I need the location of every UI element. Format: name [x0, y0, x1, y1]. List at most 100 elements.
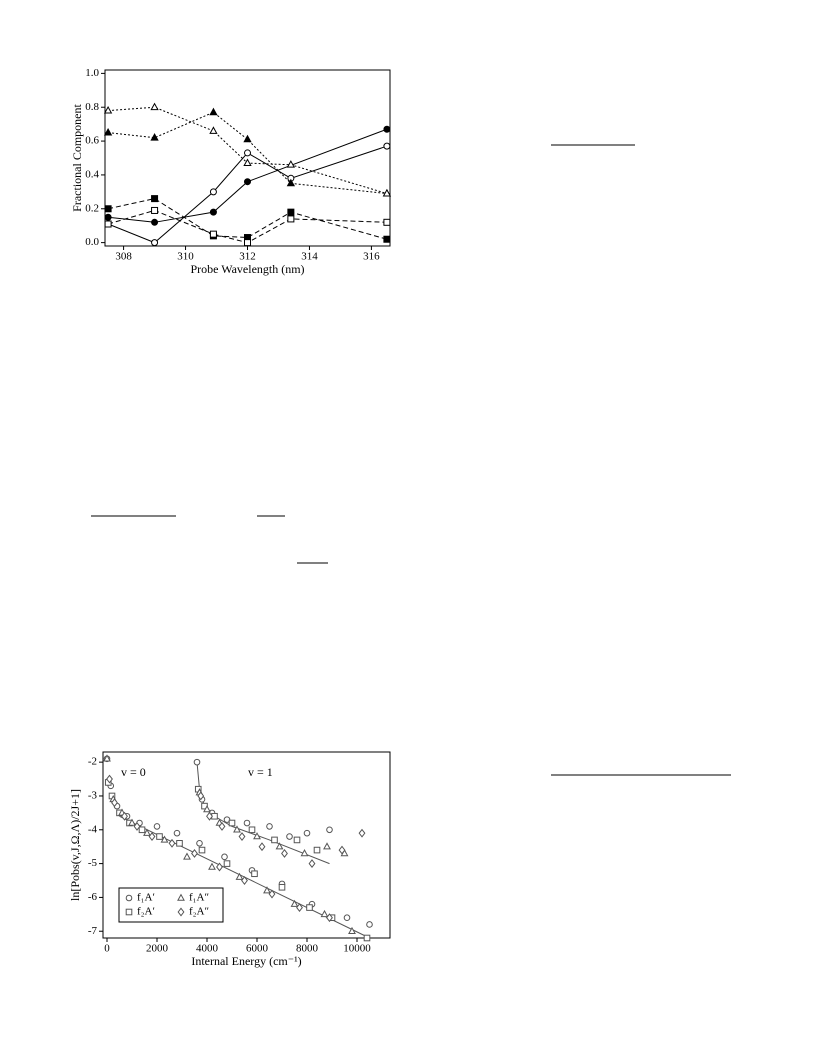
- marker: [243, 819, 251, 827]
- x-tick-label: 10000: [343, 943, 371, 955]
- marker: [103, 105, 113, 114]
- marker: [238, 832, 246, 842]
- marker: [143, 828, 151, 836]
- marker: [176, 840, 183, 847]
- marker: [281, 848, 288, 858]
- marker: [348, 926, 356, 934]
- x-tick-label: 310: [177, 251, 194, 263]
- marker: [103, 754, 111, 762]
- legend-label: f₂A′: [137, 906, 155, 918]
- marker: [198, 846, 206, 854]
- marker: [296, 903, 303, 913]
- y-tick-label: -5: [88, 857, 98, 869]
- legend-label: f₂A″: [189, 906, 209, 918]
- y-axis-label: Fractional Component: [70, 104, 84, 212]
- x-tick-label: 0: [104, 943, 110, 955]
- x-tick-label: 316: [363, 251, 380, 263]
- x-tick-label: 6000: [246, 943, 269, 955]
- marker: [383, 235, 391, 243]
- marker: [233, 825, 241, 833]
- marker: [323, 842, 331, 850]
- marker: [160, 835, 169, 843]
- y-tick-label: 0.6: [85, 135, 99, 147]
- x-tick-label: 8000: [296, 943, 319, 955]
- marker: [148, 832, 156, 842]
- marker: [286, 833, 293, 840]
- x-tick-label: 308: [115, 251, 132, 263]
- y-tick-label: -7: [88, 925, 98, 937]
- marker: [223, 860, 231, 867]
- marker: [228, 819, 236, 827]
- marker: [243, 158, 252, 166]
- x-axis-label: Probe Wavelength (nm): [190, 262, 304, 276]
- y-tick-label: 1.0: [85, 67, 99, 79]
- marker: [150, 133, 159, 141]
- marker: [209, 188, 217, 196]
- marker: [104, 213, 112, 221]
- marker: [209, 126, 218, 134]
- marker: [151, 218, 159, 226]
- marker: [209, 208, 217, 216]
- marker: [196, 840, 203, 847]
- plot-frame: [102, 751, 391, 939]
- series-line: [107, 209, 387, 244]
- legend-label: f₁A″: [189, 892, 209, 904]
- marker: [266, 823, 273, 830]
- marker: [268, 889, 276, 899]
- marker: [104, 205, 112, 213]
- marker: [258, 842, 266, 852]
- marker: [241, 876, 248, 885]
- marker: [290, 899, 299, 907]
- marker: [278, 883, 286, 891]
- marker: [286, 178, 296, 187]
- marker: [223, 816, 231, 823]
- marker: [221, 853, 228, 861]
- marker: [343, 914, 351, 922]
- annotation: v = 0: [121, 765, 146, 779]
- marker: [191, 848, 198, 858]
- marker: [133, 821, 141, 831]
- marker: [366, 921, 373, 928]
- marker: [151, 195, 159, 203]
- marker: [303, 829, 311, 837]
- y-tick-label: 0.0: [85, 236, 99, 248]
- legend-marker: [125, 894, 133, 902]
- x-axis-label: Internal Energy (cm⁻¹): [191, 954, 301, 968]
- marker: [209, 107, 218, 116]
- series-line: [107, 198, 388, 240]
- marker: [121, 811, 128, 821]
- marker: [244, 149, 251, 157]
- marker: [151, 206, 159, 214]
- marker: [363, 934, 371, 942]
- legend-box: [118, 887, 224, 923]
- y-tick-label: -3: [88, 789, 98, 801]
- y-tick-label: -6: [88, 891, 98, 903]
- series-line: [108, 106, 388, 195]
- legend-marker: [177, 893, 185, 901]
- marker: [382, 188, 392, 197]
- marker: [203, 805, 211, 813]
- y-tick-label: 0.8: [85, 101, 99, 113]
- x-tick-label: 4000: [196, 943, 219, 955]
- marker: [235, 872, 244, 880]
- x-tick-label: 314: [301, 251, 318, 263]
- marker: [251, 870, 258, 878]
- marker: [287, 208, 295, 216]
- marker: [156, 833, 163, 840]
- marker: [218, 821, 226, 831]
- marker: [287, 215, 295, 223]
- marker: [138, 826, 146, 834]
- marker: [151, 239, 159, 247]
- marker: [153, 823, 161, 830]
- marker: [338, 845, 346, 855]
- marker: [206, 811, 213, 821]
- marker: [106, 774, 113, 784]
- marker: [308, 859, 316, 869]
- marker: [320, 909, 329, 918]
- series-line: [107, 145, 388, 244]
- marker: [300, 849, 309, 857]
- marker: [103, 127, 113, 136]
- y-tick-label: 0.2: [85, 202, 99, 214]
- marker: [243, 134, 252, 143]
